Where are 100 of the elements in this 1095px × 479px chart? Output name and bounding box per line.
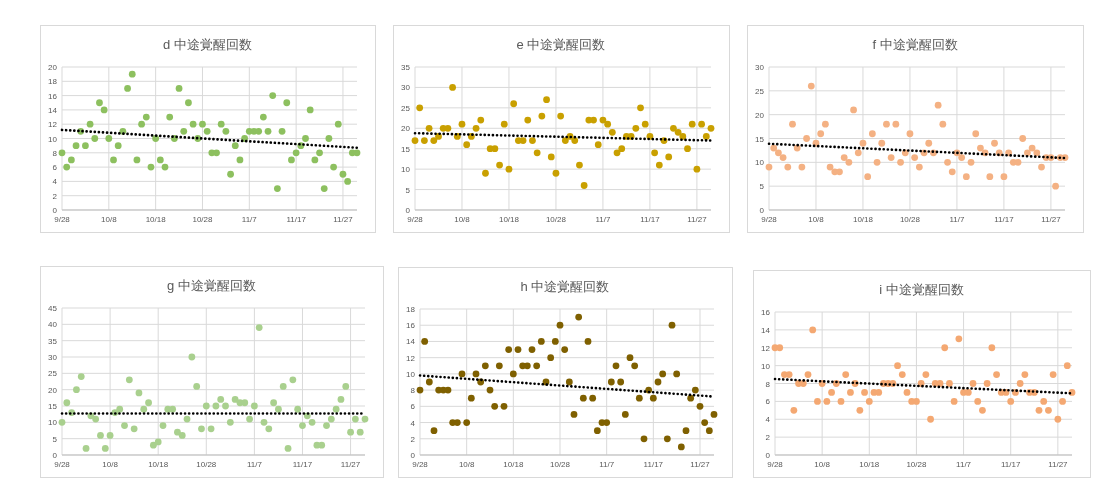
y-tick-label: 15 bbox=[48, 402, 58, 411]
y-tick-label: 0 bbox=[765, 451, 771, 460]
y-tick-label: 30 bbox=[48, 353, 58, 362]
x-tick-label: 9/28 bbox=[54, 460, 71, 469]
y-tick-label: 10 bbox=[401, 165, 411, 175]
y-tick-label: 12 bbox=[406, 353, 416, 363]
x-tick-label: 11/27 bbox=[1048, 460, 1069, 469]
x-tick-label: 10/18 bbox=[852, 215, 874, 224]
x-tick-label: 10/18 bbox=[498, 215, 520, 224]
y-tick-label: 10 bbox=[48, 134, 58, 144]
x-tick-label: 11/27 bbox=[687, 215, 708, 224]
x-tick-label: 11/7 bbox=[595, 215, 611, 224]
y-tick-label: 15 bbox=[755, 134, 765, 144]
y-tick-label: 30 bbox=[401, 83, 411, 93]
x-tick-label: 10/8 bbox=[454, 215, 471, 224]
y-tick-label: 30 bbox=[755, 63, 765, 72]
x-tick-label: 11/27 bbox=[690, 460, 711, 469]
x-tick-label: 10/18 bbox=[503, 460, 524, 469]
x-tick-label: 10/28 bbox=[545, 215, 567, 224]
y-tick-label: 45 bbox=[48, 304, 58, 313]
y-tick-label: 20 bbox=[401, 124, 411, 134]
y-tick-label: 40 bbox=[48, 320, 58, 330]
chart-title: e 中途覚醒回数 bbox=[516, 37, 606, 52]
x-tick-label: 9/28 bbox=[54, 215, 71, 224]
y-tick-label: 12 bbox=[761, 343, 771, 353]
x-tick-label: 10/28 bbox=[549, 460, 571, 469]
x-tick-label: 11/7 bbox=[956, 460, 972, 469]
y-tick-label: 0 bbox=[405, 206, 411, 215]
y-tick-label: 20 bbox=[755, 110, 765, 120]
x-tick-label: 10/8 bbox=[102, 460, 119, 469]
y-tick-label: 25 bbox=[755, 86, 765, 96]
x-tick-label: 9/28 bbox=[767, 460, 784, 469]
x-tick-label: 11/27 bbox=[1041, 215, 1062, 224]
x-tick-label: 9/28 bbox=[761, 215, 778, 224]
y-tick-label: 0 bbox=[52, 451, 58, 460]
y-tick-label: 35 bbox=[48, 336, 58, 346]
y-tick-label: 14 bbox=[406, 337, 416, 347]
x-tick-label: 10/18 bbox=[148, 460, 169, 469]
x-tick-label: 11/17 bbox=[286, 215, 307, 224]
x-tick-label: 11/17 bbox=[643, 460, 664, 469]
x-tick-label: 9/28 bbox=[407, 215, 424, 224]
x-tick-label: 10/18 bbox=[859, 460, 880, 469]
y-tick-label: 2 bbox=[410, 434, 416, 444]
y-tick-label: 16 bbox=[48, 91, 58, 101]
chart-title: d 中途覚醒回数 bbox=[163, 37, 252, 52]
x-tick-label: 11/7 bbox=[949, 215, 965, 224]
y-tick-label: 25 bbox=[401, 103, 411, 113]
x-tick-label: 10/28 bbox=[196, 460, 217, 469]
x-tick-label: 11/27 bbox=[340, 460, 361, 469]
y-tick-label: 20 bbox=[48, 385, 58, 395]
y-tick-label: 10 bbox=[406, 369, 416, 379]
x-tick-label: 11/17 bbox=[292, 460, 313, 469]
y-tick-label: 10 bbox=[761, 361, 771, 371]
x-tick-label: 10/28 bbox=[906, 460, 927, 469]
y-tick-label: 6 bbox=[410, 402, 416, 412]
y-tick-label: 20 bbox=[48, 63, 58, 72]
x-tick-label: 10/28 bbox=[192, 215, 214, 224]
y-tick-label: 0 bbox=[759, 206, 765, 215]
y-tick-label: 14 bbox=[48, 105, 58, 115]
x-tick-label: 11/27 bbox=[333, 215, 354, 224]
y-tick-label: 15 bbox=[401, 144, 411, 154]
y-tick-label: 25 bbox=[48, 369, 58, 379]
chart-title: i 中途覚醒回数 bbox=[879, 282, 964, 297]
y-tick-label: 0 bbox=[410, 451, 416, 460]
y-tick-label: 5 bbox=[759, 182, 765, 192]
x-tick-label: 9/28 bbox=[412, 460, 429, 469]
x-tick-label: 11/7 bbox=[246, 460, 263, 469]
x-tick-label: 10/8 bbox=[808, 215, 825, 224]
y-tick-label: 4 bbox=[765, 415, 771, 425]
y-tick-label: 14 bbox=[761, 325, 771, 335]
y-tick-label: 5 bbox=[405, 185, 411, 195]
y-tick-label: 2 bbox=[765, 433, 771, 443]
y-tick-label: 4 bbox=[52, 177, 58, 187]
x-tick-label: 10/18 bbox=[145, 215, 167, 224]
y-tick-label: 0 bbox=[52, 206, 58, 215]
x-tick-label: 11/7 bbox=[241, 215, 258, 224]
y-tick-label: 8 bbox=[765, 379, 771, 389]
y-tick-label: 16 bbox=[406, 321, 416, 331]
x-tick-label: 11/17 bbox=[1001, 460, 1021, 469]
y-tick-label: 2 bbox=[52, 191, 58, 201]
y-tick-label: 16 bbox=[761, 308, 771, 317]
y-tick-label: 8 bbox=[410, 386, 416, 396]
y-tick-label: 6 bbox=[52, 163, 58, 173]
x-tick-label: 10/28 bbox=[899, 215, 921, 224]
x-tick-label: 11/17 bbox=[994, 215, 1015, 224]
x-tick-label: 10/8 bbox=[101, 215, 118, 224]
y-tick-label: 12 bbox=[48, 120, 58, 130]
x-tick-label: 10/8 bbox=[814, 460, 831, 469]
y-tick-label: 5 bbox=[52, 434, 58, 444]
y-tick-label: 18 bbox=[48, 77, 58, 87]
y-tick-label: 18 bbox=[406, 305, 416, 314]
y-tick-label: 35 bbox=[401, 63, 411, 72]
chart-title: f 中途覚醒回数 bbox=[872, 37, 958, 52]
x-tick-label: 11/17 bbox=[640, 215, 661, 224]
x-tick-label: 10/8 bbox=[458, 460, 475, 469]
y-tick-label: 10 bbox=[755, 158, 765, 168]
y-tick-label: 4 bbox=[410, 418, 416, 428]
x-tick-label: 11/7 bbox=[599, 460, 615, 469]
y-tick-label: 8 bbox=[52, 148, 58, 158]
chart-title: h 中途覚醒回数 bbox=[520, 279, 610, 294]
